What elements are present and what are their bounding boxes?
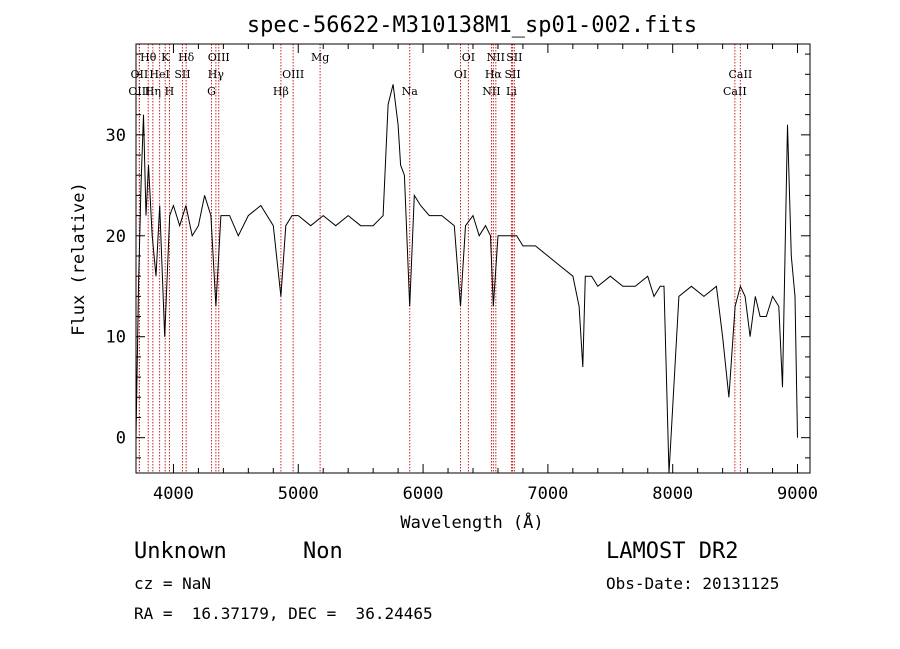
y-axis-label: Flux (relative) [69,182,89,336]
line-label-11: Hγ [208,68,225,81]
x-tick-label: 4000 [153,484,194,504]
spectrum-series-line [135,84,798,474]
line-label-1: K [161,51,170,64]
line-label-14: Hα [485,68,503,81]
line-label-2: Hδ [178,51,195,64]
line-label-13: OI [454,68,467,81]
sky-coordinates: RA = 16.37179, DEC = 36.24465 [134,604,433,623]
x-axis: 4000 5000 6000 7000 8000 9000 [153,44,818,504]
line-label-24: Li [506,85,517,98]
line-label-12: OIII [282,68,304,81]
survey-name: LAMOST DR2 [606,539,738,564]
x-tick-label: 8000 [652,484,693,504]
line-label-25: CaII [723,85,747,98]
x-tick-label: 5000 [278,484,319,504]
line-label-0: Hθ [140,51,157,64]
x-tick-label: 9000 [777,484,818,504]
y-axis: 0 10 20 30 [106,53,810,459]
object-class: Unknown [134,539,227,564]
y-tick-label: 20 [106,227,126,247]
y-tick-label: 10 [106,328,126,348]
line-label-5: OI [462,51,475,64]
x-tick-label: 7000 [527,484,568,504]
y-tick-label: 0 [116,429,126,449]
line-label-16: CaII [729,68,753,81]
x-tick-label: 6000 [403,484,444,504]
line-label-22: Na [402,85,419,98]
object-subclass: Non [303,539,343,564]
line-label-9: HeI [149,68,169,81]
line-label-4: Mg [311,51,329,64]
spectral-line-markers [138,44,741,473]
y-tick-label: 30 [106,126,126,146]
line-label-19: H [165,85,175,98]
line-label-18: Hη [145,85,161,98]
line-label-10: SII [174,68,190,81]
redshift-cz: cz = NaN [134,574,211,593]
line-label-20: G [207,85,216,98]
line-label-3: OIII [208,51,230,64]
line-label-23: NII [482,85,500,98]
chart-title: spec-56622-M310138M1_sp01-002.fits [247,13,697,38]
line-label-15: SII [504,68,520,81]
observation-date: Obs-Date: 20131125 [606,574,779,593]
x-axis-label: Wavelength (Å) [400,511,543,533]
line-label-17: OIII [128,85,150,98]
line-label-21: Hβ [273,85,289,98]
line-label-6: NII [487,51,505,64]
line-label-7: SII [506,51,522,64]
plot-frame [135,43,811,474]
